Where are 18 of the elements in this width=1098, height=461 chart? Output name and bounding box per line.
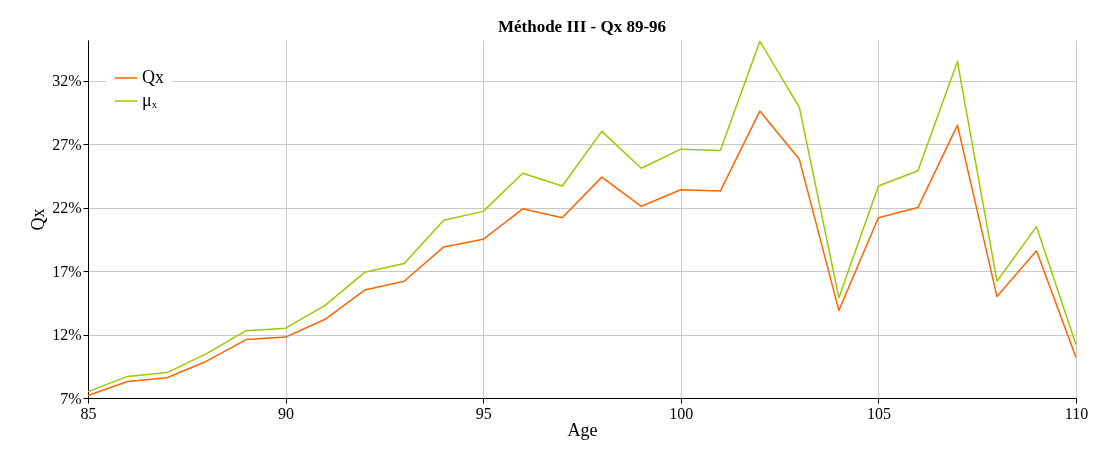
x-tick-label: 85 bbox=[80, 404, 97, 422]
x-tick-label: 90 bbox=[278, 404, 295, 422]
legend-label: μₓ bbox=[142, 90, 158, 110]
y-tick-label: 22% bbox=[52, 199, 82, 217]
x-tick-label: 110 bbox=[1064, 404, 1089, 422]
y-tick-label: 12% bbox=[52, 326, 82, 344]
legend-label: Qx bbox=[142, 67, 164, 87]
x-tick-label: 95 bbox=[475, 404, 492, 422]
y-tick-label: 27% bbox=[52, 135, 82, 153]
y-axis-title: Qx bbox=[28, 208, 49, 231]
x-tick-label: 100 bbox=[669, 404, 694, 422]
y-tick-label: 7% bbox=[60, 389, 82, 407]
x-axis-title: Age bbox=[567, 419, 598, 440]
x-tick-label: 105 bbox=[866, 404, 891, 422]
line-series bbox=[87, 40, 1077, 393]
chart-title: Méthode III - Qx 89-96 bbox=[497, 17, 667, 36]
y-tick-label: 17% bbox=[52, 262, 82, 280]
y-tick-label: 32% bbox=[52, 72, 82, 90]
